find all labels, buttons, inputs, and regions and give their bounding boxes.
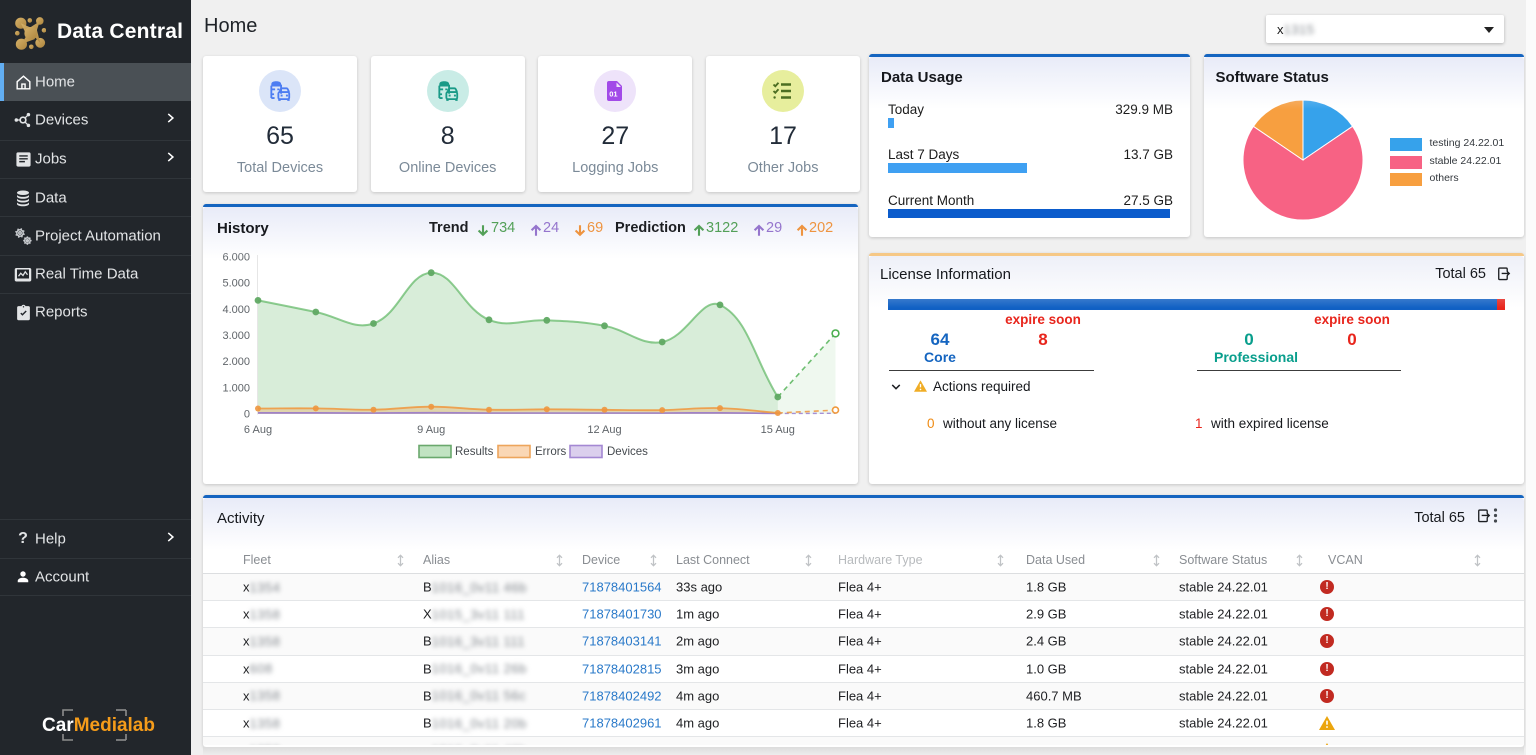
svg-text:12 Aug: 12 Aug (587, 424, 621, 436)
svg-text:2.000: 2.000 (222, 356, 250, 368)
svg-text:01: 01 (609, 90, 617, 99)
svg-text:Errors: Errors (535, 446, 567, 458)
svg-text:6 Aug: 6 Aug (244, 424, 272, 436)
svg-text:CarMedialab: CarMedialab (42, 715, 155, 736)
svg-text:6.000: 6.000 (222, 252, 250, 264)
svg-text:3.000: 3.000 (222, 330, 250, 342)
svg-text:4.000: 4.000 (222, 304, 250, 316)
svg-text:1.000: 1.000 (222, 382, 250, 394)
svg-text:Devices: Devices (607, 446, 648, 458)
svg-text:0: 0 (244, 409, 250, 421)
svg-text:Results: Results (455, 446, 494, 458)
svg-text:5.000: 5.000 (222, 278, 250, 290)
svg-text:9 Aug: 9 Aug (417, 424, 445, 436)
svg-text:15 Aug: 15 Aug (761, 424, 795, 436)
